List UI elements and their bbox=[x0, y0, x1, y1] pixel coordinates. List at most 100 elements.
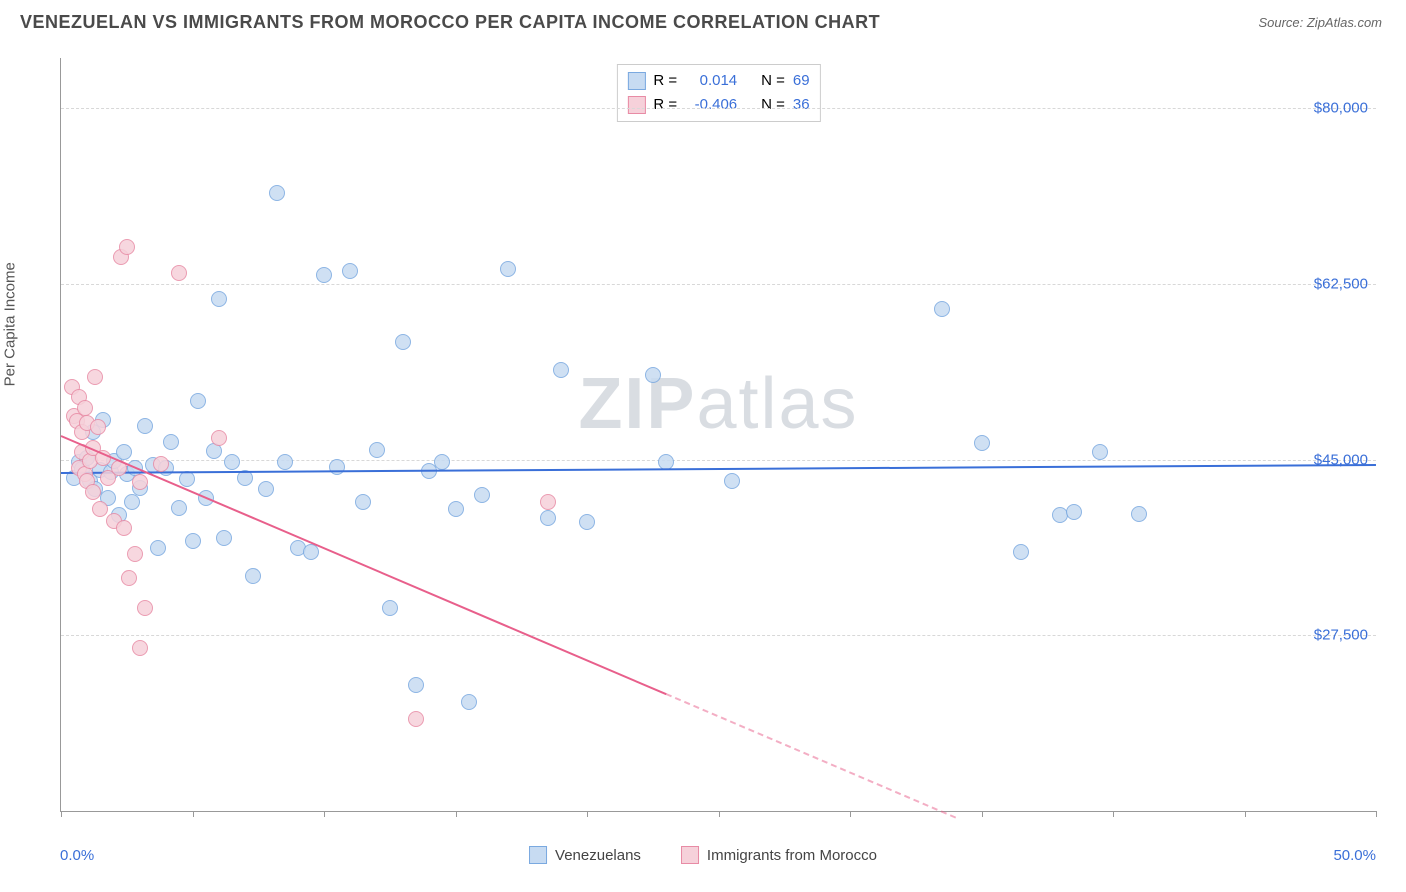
trend-line-extrapolated bbox=[665, 693, 955, 818]
gridline bbox=[61, 108, 1376, 109]
gridline bbox=[61, 284, 1376, 285]
y-tick-label: $27,500 bbox=[1314, 627, 1368, 644]
data-point bbox=[382, 600, 398, 616]
data-point bbox=[395, 334, 411, 350]
data-point bbox=[163, 434, 179, 450]
data-point bbox=[119, 239, 135, 255]
data-point bbox=[1013, 544, 1029, 560]
r-value-1: -0.406 bbox=[685, 93, 737, 117]
data-point bbox=[934, 301, 950, 317]
data-point bbox=[171, 500, 187, 516]
x-tick bbox=[61, 811, 62, 817]
data-point bbox=[121, 570, 137, 586]
data-point bbox=[540, 510, 556, 526]
data-point bbox=[124, 494, 140, 510]
data-point bbox=[408, 677, 424, 693]
data-point bbox=[553, 362, 569, 378]
data-point bbox=[408, 711, 424, 727]
y-axis-label: Per Capita Income bbox=[2, 262, 19, 386]
data-point bbox=[540, 494, 556, 510]
stats-legend: R = 0.014 N = 69 R = -0.406 N = 36 bbox=[616, 64, 820, 122]
x-tick bbox=[324, 811, 325, 817]
data-point bbox=[1131, 506, 1147, 522]
legend-item-0: Venezuelans bbox=[529, 846, 641, 864]
trend-line bbox=[61, 464, 1376, 474]
data-point bbox=[645, 367, 661, 383]
y-tick-label: $62,500 bbox=[1314, 275, 1368, 292]
data-point bbox=[258, 481, 274, 497]
data-point bbox=[500, 261, 516, 277]
data-point bbox=[90, 419, 106, 435]
data-point bbox=[190, 393, 206, 409]
header: VENEZUELAN VS IMMIGRANTS FROM MOROCCO PE… bbox=[0, 0, 1406, 41]
legend-label-0: Venezuelans bbox=[555, 847, 641, 864]
trend-line bbox=[61, 435, 667, 695]
data-point bbox=[245, 568, 261, 584]
r-label: R = bbox=[653, 69, 677, 93]
data-point bbox=[355, 494, 371, 510]
data-point bbox=[171, 265, 187, 281]
x-max-label: 50.0% bbox=[1333, 847, 1376, 864]
data-point bbox=[116, 520, 132, 536]
plot-area: ZIPatlas R = 0.014 N = 69 R = -0.406 N =… bbox=[60, 58, 1376, 812]
data-point bbox=[137, 600, 153, 616]
stats-row-0: R = 0.014 N = 69 bbox=[627, 69, 809, 93]
data-point bbox=[474, 487, 490, 503]
data-point bbox=[1066, 504, 1082, 520]
swatch-series-1 bbox=[627, 96, 645, 114]
x-tick bbox=[193, 811, 194, 817]
gridline bbox=[61, 460, 1376, 461]
data-point bbox=[132, 640, 148, 656]
data-point bbox=[153, 456, 169, 472]
data-point bbox=[316, 267, 332, 283]
x-tick bbox=[982, 811, 983, 817]
data-point bbox=[974, 435, 990, 451]
data-point bbox=[132, 474, 148, 490]
data-point bbox=[1092, 444, 1108, 460]
x-tick bbox=[587, 811, 588, 817]
bottom-legend: Venezuelans Immigrants from Morocco bbox=[529, 846, 877, 864]
data-point bbox=[211, 430, 227, 446]
source-attribution: Source: ZipAtlas.com bbox=[1258, 15, 1382, 30]
data-point bbox=[185, 533, 201, 549]
x-tick bbox=[1245, 811, 1246, 817]
data-point bbox=[77, 400, 93, 416]
y-tick-label: $80,000 bbox=[1314, 100, 1368, 117]
data-point bbox=[87, 369, 103, 385]
data-point bbox=[277, 454, 293, 470]
x-min-label: 0.0% bbox=[60, 847, 94, 864]
chart-title: VENEZUELAN VS IMMIGRANTS FROM MOROCCO PE… bbox=[20, 12, 880, 33]
n-value-1: 36 bbox=[793, 93, 810, 117]
n-value-0: 69 bbox=[793, 69, 810, 93]
data-point bbox=[342, 263, 358, 279]
x-tick bbox=[1113, 811, 1114, 817]
swatch-series-0 bbox=[529, 846, 547, 864]
x-tick bbox=[456, 811, 457, 817]
data-point bbox=[724, 473, 740, 489]
x-tick bbox=[719, 811, 720, 817]
data-point bbox=[211, 291, 227, 307]
data-point bbox=[85, 484, 101, 500]
data-point bbox=[150, 540, 166, 556]
gridline bbox=[61, 635, 1376, 636]
legend-label-1: Immigrants from Morocco bbox=[707, 847, 877, 864]
data-point bbox=[269, 185, 285, 201]
data-point bbox=[216, 530, 232, 546]
watermark-light: atlas bbox=[696, 364, 858, 444]
data-point bbox=[224, 454, 240, 470]
legend-item-1: Immigrants from Morocco bbox=[681, 846, 877, 864]
data-point bbox=[448, 501, 464, 517]
r-label: R = bbox=[653, 93, 677, 117]
stats-row-1: R = -0.406 N = 36 bbox=[627, 93, 809, 117]
watermark-strong: ZIP bbox=[578, 364, 696, 444]
data-point bbox=[92, 501, 108, 517]
x-tick bbox=[850, 811, 851, 817]
data-point bbox=[116, 444, 132, 460]
swatch-series-1 bbox=[681, 846, 699, 864]
n-label: N = bbox=[761, 69, 785, 93]
swatch-series-0 bbox=[627, 72, 645, 90]
watermark: ZIPatlas bbox=[578, 363, 858, 445]
data-point bbox=[369, 442, 385, 458]
n-label: N = bbox=[761, 93, 785, 117]
x-tick bbox=[1376, 811, 1377, 817]
